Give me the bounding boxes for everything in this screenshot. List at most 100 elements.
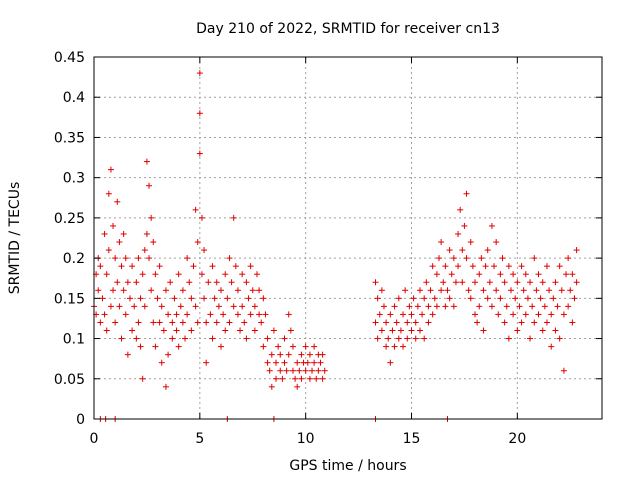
data-point [270, 327, 277, 334]
data-point [565, 303, 572, 310]
data-point [419, 311, 426, 318]
data-point [110, 287, 117, 294]
y-tick-label: 0.45 [54, 50, 85, 66]
y-tick-label: 0.15 [54, 291, 85, 307]
data-point [317, 359, 324, 366]
data-point [484, 247, 491, 254]
data-point [171, 295, 178, 302]
data-point [425, 303, 432, 310]
data-point [548, 311, 555, 318]
data-point [527, 279, 534, 286]
data-point [522, 271, 529, 278]
data-point [446, 247, 453, 254]
data-point [484, 295, 491, 302]
data-point [431, 295, 438, 302]
data-point [182, 335, 189, 342]
data-point [546, 287, 553, 294]
data-point [311, 343, 318, 350]
data-point [427, 287, 434, 294]
data-point [165, 351, 172, 358]
data-point [253, 271, 260, 278]
data-point [395, 335, 402, 342]
y-tick-label: 0.1 [63, 332, 85, 348]
data-point [264, 335, 271, 342]
data-point [137, 295, 144, 302]
data-point [287, 327, 294, 334]
data-point [143, 158, 150, 165]
data-point [505, 335, 512, 342]
data-point [497, 271, 504, 278]
data-point [378, 287, 385, 294]
data-point [192, 303, 199, 310]
data-point [120, 287, 127, 294]
data-point [535, 311, 542, 318]
data-point [188, 295, 195, 302]
data-point [249, 287, 256, 294]
data-point [387, 359, 394, 366]
data-point [129, 263, 136, 270]
data-point [292, 375, 299, 382]
data-point [169, 335, 176, 342]
data-marks [91, 70, 580, 422]
data-point [230, 214, 237, 221]
data-point [421, 295, 428, 302]
data-point [313, 375, 320, 382]
data-point [268, 383, 275, 390]
data-point [491, 263, 498, 270]
data-point [306, 351, 313, 358]
data-point [99, 295, 106, 302]
data-point [283, 367, 290, 374]
data-point [321, 367, 328, 374]
data-point [116, 239, 123, 246]
data-point [518, 263, 525, 270]
data-point [452, 279, 459, 286]
x-tick-label: 10 [297, 431, 315, 447]
data-point [402, 287, 409, 294]
data-point [573, 279, 580, 286]
data-point [148, 287, 155, 294]
data-point [537, 295, 544, 302]
data-point [247, 263, 254, 270]
data-point [211, 295, 218, 302]
data-point [383, 343, 390, 350]
data-point [135, 319, 142, 326]
data-point [196, 150, 203, 157]
data-point [372, 279, 379, 286]
data-point [289, 367, 296, 374]
data-point [514, 279, 521, 286]
data-point [101, 311, 108, 318]
data-point [207, 311, 214, 318]
data-point [493, 287, 500, 294]
data-point [520, 287, 527, 294]
data-point [169, 319, 176, 326]
data-point [262, 311, 269, 318]
data-point [294, 383, 301, 390]
data-point [563, 271, 570, 278]
data-point [114, 279, 121, 286]
data-point [507, 287, 514, 294]
data-point [302, 343, 309, 350]
data-point [429, 263, 436, 270]
data-point [141, 247, 148, 254]
data-point [126, 295, 133, 302]
data-point [311, 359, 318, 366]
data-point [122, 255, 129, 262]
data-point [497, 295, 504, 302]
data-point [306, 375, 313, 382]
data-point [505, 263, 512, 270]
data-point [482, 263, 489, 270]
data-point [459, 279, 466, 286]
data-point [230, 303, 237, 310]
data-point [501, 319, 508, 326]
data-point [469, 263, 476, 270]
data-point [245, 295, 252, 302]
data-point [215, 303, 222, 310]
y-tick-label: 0.3 [63, 171, 85, 187]
data-point [239, 303, 246, 310]
data-point [234, 287, 241, 294]
data-point [488, 303, 495, 310]
data-point [416, 287, 423, 294]
data-point [105, 247, 112, 254]
data-point [124, 351, 131, 358]
data-point [539, 327, 546, 334]
